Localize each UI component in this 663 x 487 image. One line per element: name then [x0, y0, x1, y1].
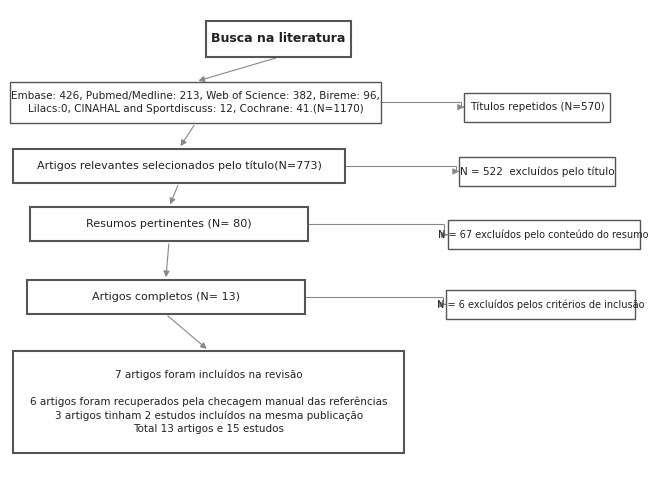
Text: 7 artigos foram incluídos na revisão

6 artigos foram recuperados pela checagem : 7 artigos foram incluídos na revisão 6 a…: [30, 370, 388, 434]
Text: Embase: 426, Pubmed/Medline: 213, Web of Science: 382, Bireme: 96,
Lilacs:0, CIN: Embase: 426, Pubmed/Medline: 213, Web of…: [11, 91, 380, 114]
Text: Artigos relevantes selecionados pelo título(N=773): Artigos relevantes selecionados pelo tít…: [36, 160, 322, 171]
FancyBboxPatch shape: [30, 207, 308, 241]
FancyBboxPatch shape: [27, 280, 305, 314]
FancyBboxPatch shape: [206, 20, 351, 57]
FancyBboxPatch shape: [448, 220, 640, 249]
FancyBboxPatch shape: [13, 149, 345, 183]
Text: Resumos pertinentes (N= 80): Resumos pertinentes (N= 80): [86, 219, 252, 229]
FancyBboxPatch shape: [10, 81, 381, 123]
Text: N = 6 excluídos pelos critérios de inclusão: N = 6 excluídos pelos critérios de inclu…: [437, 299, 644, 310]
Text: Artigos completos (N= 13): Artigos completos (N= 13): [91, 292, 240, 302]
Text: N = 67 excluídos pelo conteúdo do resumo: N = 67 excluídos pelo conteúdo do resumo: [438, 229, 649, 240]
FancyBboxPatch shape: [459, 157, 615, 186]
FancyBboxPatch shape: [464, 93, 610, 122]
FancyBboxPatch shape: [446, 290, 635, 319]
Text: Busca na literatura: Busca na literatura: [211, 33, 345, 45]
Text: N = 522  excluídos pelo título: N = 522 excluídos pelo título: [459, 166, 615, 177]
Text: Títulos repetidos (N=570): Títulos repetidos (N=570): [469, 102, 605, 112]
FancyBboxPatch shape: [13, 351, 404, 453]
